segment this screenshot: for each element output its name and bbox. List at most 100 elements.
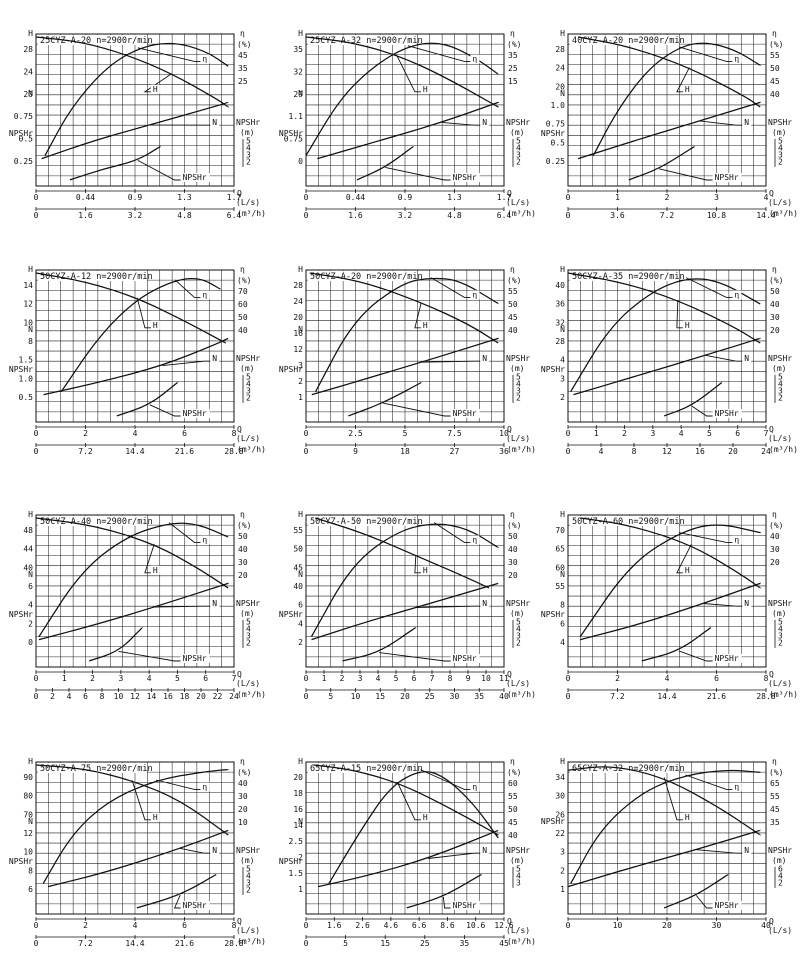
x-tick-label-m3h: 22 (213, 692, 223, 701)
curve-label-bg (200, 290, 210, 300)
left-tick-label: 32 (293, 67, 303, 76)
curve-label-h: H (685, 321, 690, 330)
npshr-axis-label: NPSHr (768, 118, 792, 127)
x-tick-label-m3h: 14.4 (657, 692, 676, 701)
curve-label-leader (137, 160, 183, 181)
x-axis-q-label: Q (237, 670, 242, 679)
left-axis-label: H (28, 265, 33, 274)
right-tick-label: 55 (508, 287, 518, 296)
x-tick-label-m3h: 7.2 (610, 692, 625, 701)
x-axis-q-label: Q (237, 917, 242, 926)
right-tick-label: 35 (770, 818, 780, 827)
x-axis-unit-m3h: (m³/h) (507, 937, 536, 946)
series-h-curve (567, 766, 761, 836)
right-tick-label: 55 (508, 792, 518, 801)
x-tick-label-m3h: 4 (599, 447, 604, 456)
x-tick-label-ls: 2 (665, 193, 670, 202)
left-tick-label: 90 (23, 773, 33, 782)
x-tick-label-m3h: 36 (499, 447, 509, 456)
npshr-axis-label: NPSHr (768, 354, 792, 363)
curve-label-bg (712, 408, 742, 418)
x-tick-label-m3h: 0 (566, 447, 571, 456)
left-axis-label: N (560, 570, 565, 579)
x-tick-label-ls: 8 (232, 921, 237, 930)
left-tick-label: 12 (23, 300, 33, 309)
right-tick-label: 20 (508, 571, 518, 580)
curve-label-h: H (423, 566, 428, 575)
curve-label-leader (168, 522, 203, 543)
x-tick-label-m3h: 14.4 (125, 939, 144, 948)
right-axis-label: η (510, 29, 515, 38)
series-h-curve (309, 272, 499, 344)
title-box (570, 763, 679, 773)
right-tick-label: 20 (770, 558, 780, 567)
left-tick-label: 0.25 (546, 157, 565, 166)
right-axis-unit: (%) (237, 521, 251, 530)
right-tick-label: 50 (508, 532, 518, 541)
left-tick-label: 29 (293, 90, 303, 99)
curve-label-leader (137, 47, 203, 62)
left-tick-label: 18 (293, 789, 303, 798)
x-tick-label-m3h: 35 (460, 939, 470, 948)
x-tick-label-m3h: 18 (400, 447, 410, 456)
npshr-tick-label: 2 (246, 393, 251, 402)
left-tick-label: 8 (28, 337, 33, 346)
x-axis-q-label: Q (507, 425, 512, 434)
curve-label-n: N (482, 118, 487, 127)
curve-label-npshr: NPSHr (715, 901, 739, 910)
x-tick-label-ls: 12.6 (494, 921, 513, 930)
left-tick-label: 20 (23, 90, 33, 99)
plot-frame (35, 33, 235, 187)
right-tick-label: 45 (238, 51, 248, 60)
right-tick-label: 45 (508, 313, 518, 322)
npshr-axis-label: NPSHr (236, 354, 260, 363)
x-axis-unit-m3h: (m³/h) (237, 209, 266, 218)
pump-chart-2: 25CYZ-A-32 n=2900r/minHηNNPSHr3532291.10… (279, 29, 536, 220)
curve-label-n: N (212, 846, 217, 855)
pump-chart-1: 25CYZ-A-20 n=2900r/minHηNNPSHr2824200.75… (9, 29, 266, 220)
right-tick-label: 30 (508, 558, 518, 567)
npshr-tick-label: 3 (246, 386, 251, 395)
x-tick-label-ls: 2 (622, 429, 627, 438)
series-efficiency-curve (42, 768, 229, 884)
npshr-axis-unit: (m) (240, 609, 254, 618)
series-n-curve (311, 337, 499, 396)
x-tick-label-m3h: 1.6 (78, 211, 93, 220)
x-tick-label-ls: 7 (430, 674, 435, 683)
npshr-axis-label: NPSHr (506, 599, 530, 608)
left-tick-label: 3 (298, 361, 303, 370)
left-axis-label: N (298, 89, 303, 98)
left-tick-label: 24 (23, 67, 33, 76)
chart-title: 65CYZ-A-15 n=2900r/min (310, 764, 423, 774)
npshr-axis-unit: (m) (240, 856, 254, 865)
x-tick-label-ls: 0 (34, 674, 39, 683)
curve-label-bg (420, 84, 430, 94)
left-tick-label: 28 (293, 281, 303, 290)
left-axis-label: N (28, 89, 33, 98)
curve-label-leader (433, 522, 473, 543)
right-axis-unit: (%) (769, 40, 783, 49)
left-tick-label: 1.0 (19, 374, 34, 383)
curve-label-leader (676, 67, 690, 93)
npshr-axis-label: NPSHr (236, 118, 260, 127)
right-tick-label: 20 (770, 326, 780, 335)
right-tick-label: 40 (770, 300, 780, 309)
left-tick-label: 2 (560, 866, 565, 875)
curve-label-leader (396, 54, 423, 93)
x-tick-label-m3h: 0 (304, 939, 309, 948)
curve-label-bg (180, 653, 210, 663)
right-tick-label: 45 (770, 805, 780, 814)
left-tick-label: 16 (293, 805, 303, 814)
title-box (308, 763, 417, 773)
right-tick-label: 50 (770, 287, 780, 296)
left-tick-label: 40 (293, 582, 303, 591)
x-tick-label-ls: 5 (394, 674, 399, 683)
title-box (308, 35, 417, 45)
x-tick-label-m3h: 28.8 (224, 939, 243, 948)
curve-label-bg (480, 354, 490, 364)
curve-label-bg (150, 84, 160, 94)
series-n-curve (47, 829, 229, 888)
curve-label-leader (144, 543, 155, 574)
npshr-tick-label: 5 (246, 617, 251, 626)
pump-chart-12: 65CYZ-A-32 n=2900r/minHηNNPSHr3430262232… (541, 757, 792, 935)
